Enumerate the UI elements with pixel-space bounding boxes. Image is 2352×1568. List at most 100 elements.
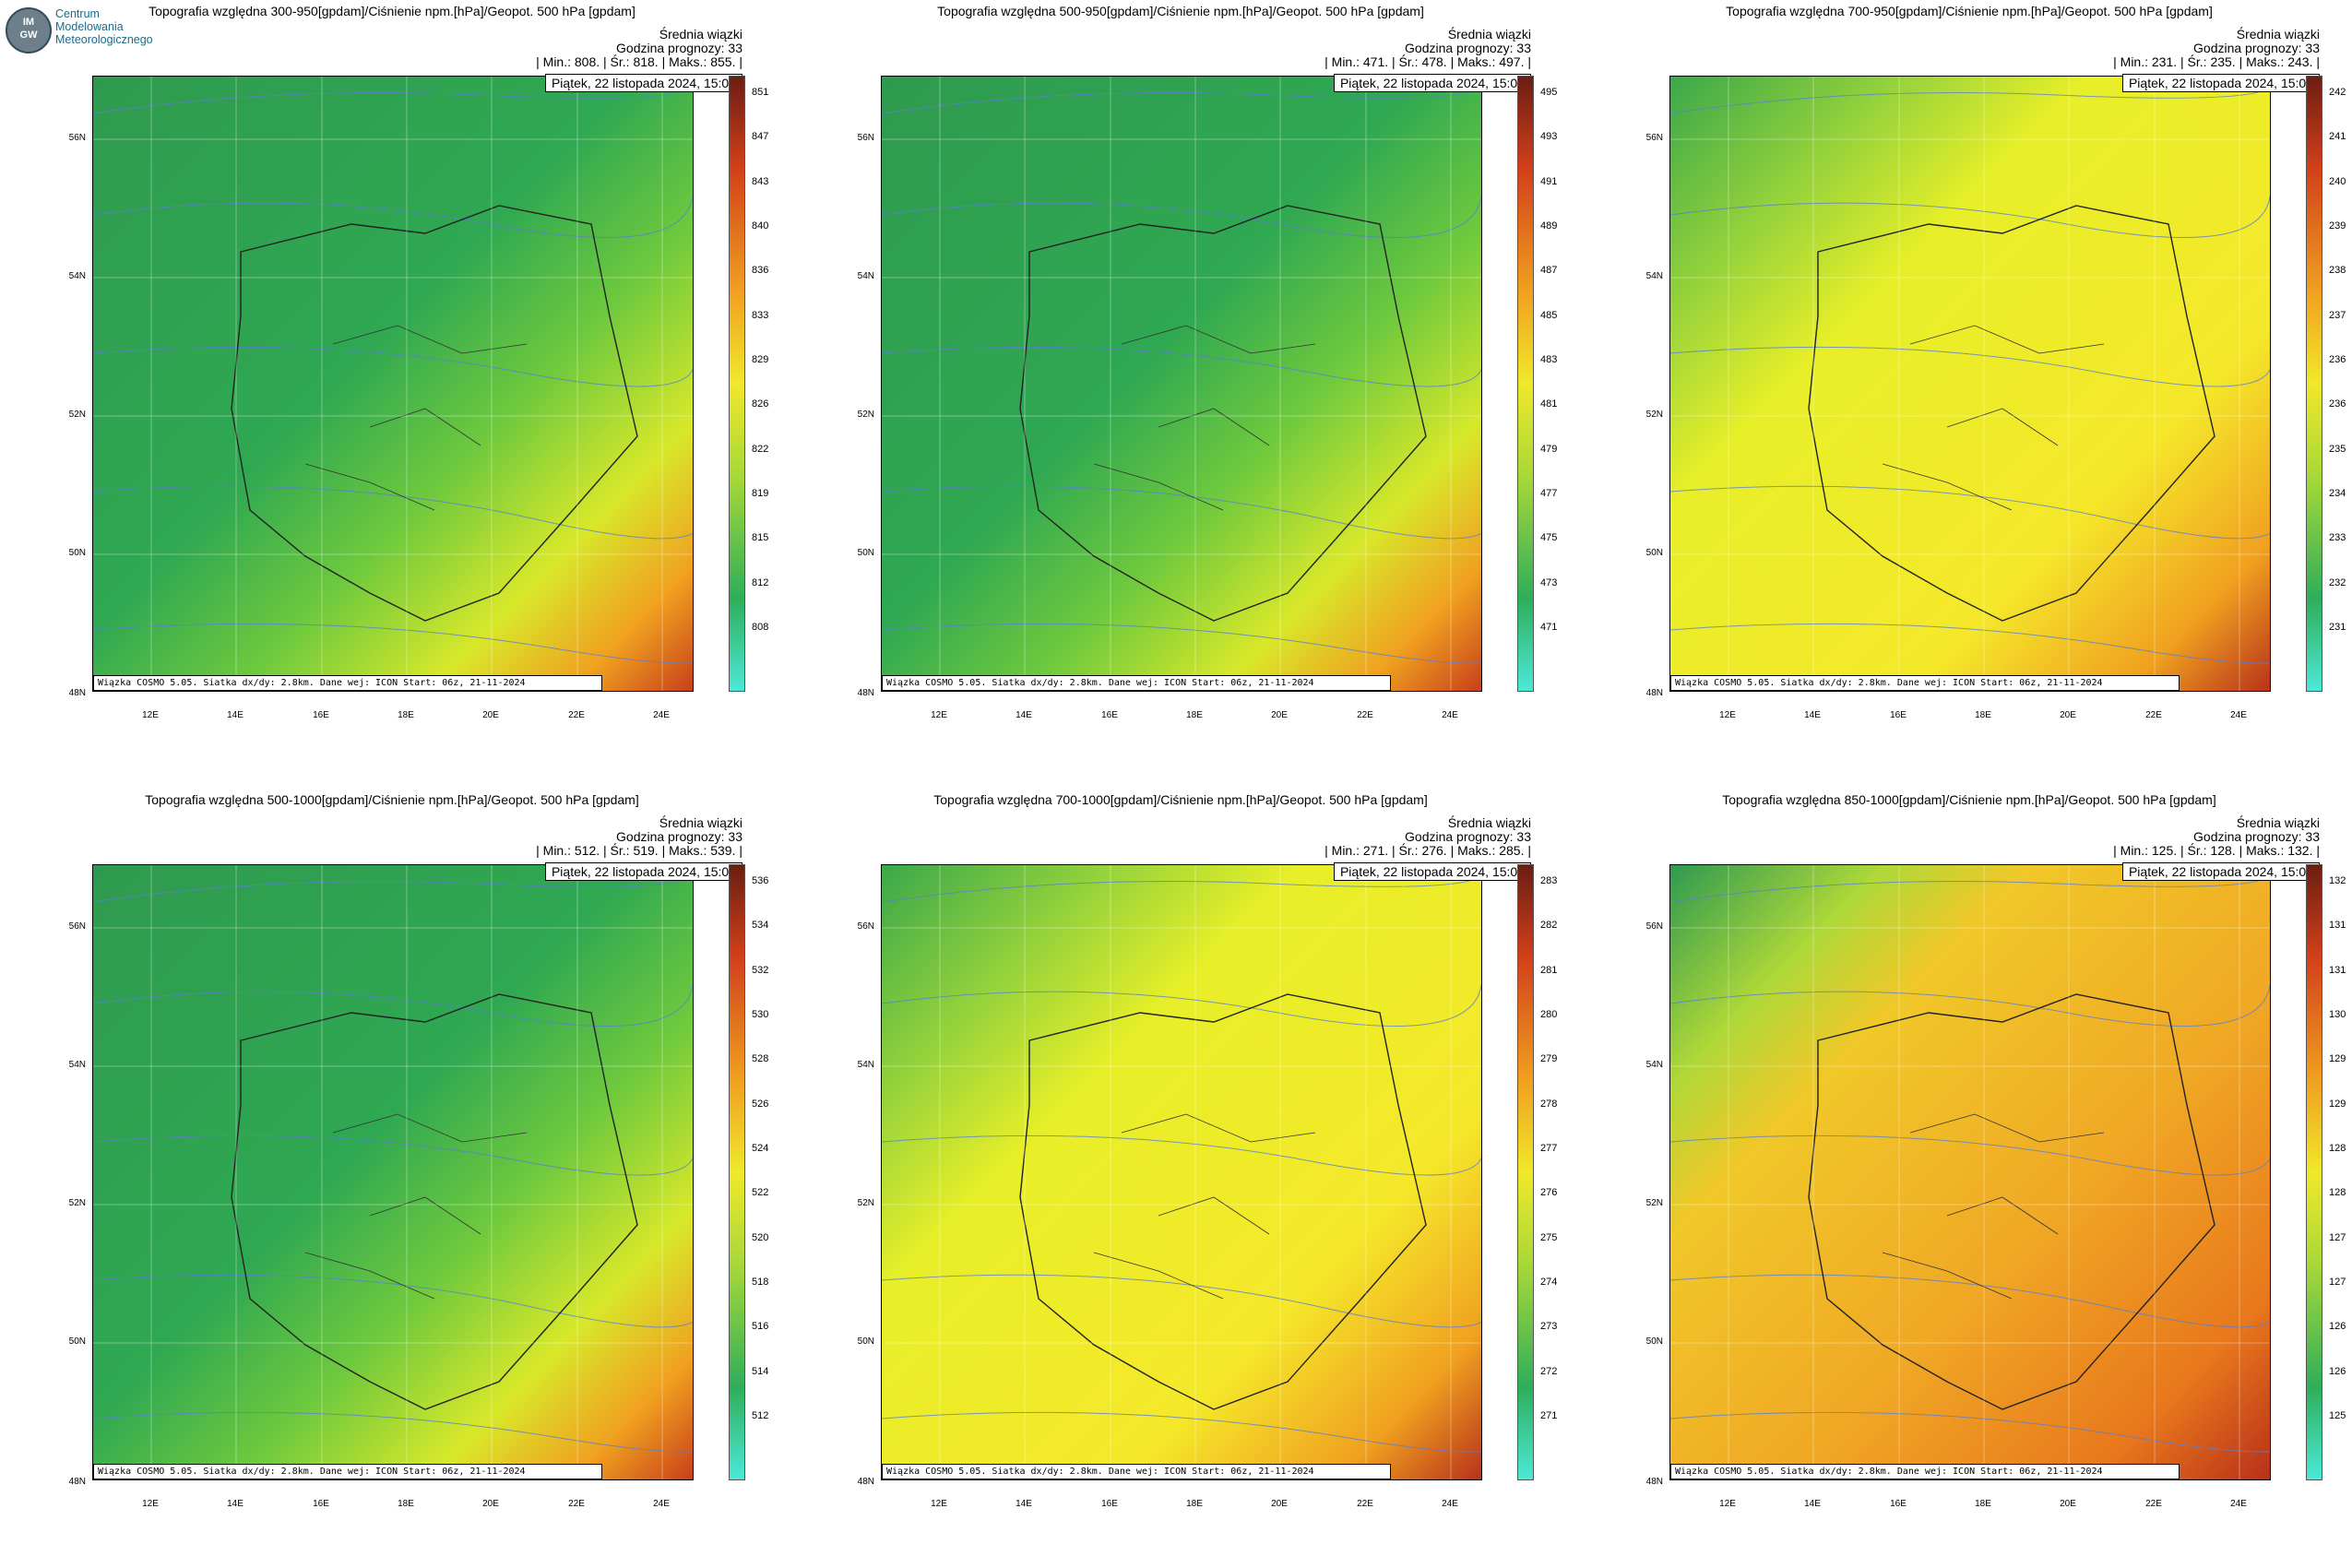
latitude-label: 50N [1645,548,1663,558]
colorbar-label: 833 [752,310,769,321]
poland-border [1808,205,2215,622]
colorbar-label: 518 [752,1277,769,1288]
forecast-date: Piątek, 22 listopada 2024, 15:00 [2121,74,2320,92]
colorbar [2306,76,2322,692]
isobar [882,485,1481,540]
longitude-label: 12E [142,1499,159,1509]
colorbar-label: 522 [752,1187,769,1198]
longitude-label: 14E [1016,1499,1032,1509]
stats-line: | Min.: 471. | Śr.: 478. | Maks.: 497. | [1324,54,1531,69]
latitude-label: 56N [857,921,874,932]
graticule [882,77,1481,691]
longitude-label: 24E [2230,1499,2247,1509]
map-panel-6: Topografia względna 850-1000[gpdam]/Ciśn… [1591,789,2347,1554]
graticule [1670,865,2270,1479]
colorbar-label: 836 [752,265,769,276]
logo-abbr-bottom: GW [19,30,38,41]
isobar [1670,485,2270,540]
colorbar-label: 829 [752,354,769,365]
isobar [882,623,1481,664]
forecast-hour: Godzina prognozy: 33 [1405,41,1531,55]
colorbar-label: 132 [2329,875,2346,886]
map-panel-4: Topografia względna 500-1000[gpdam]/Ciśn… [14,789,770,1554]
colorbar-label: 238 [2329,265,2346,276]
colorbar-gradient [2307,77,2322,691]
isobar [882,1134,1481,1176]
colorbar-label: 477 [1540,488,1558,499]
longitude-label: 16E [1890,710,1907,720]
colorbar-label: 516 [752,1321,769,1332]
model-footer: Wiązka COSMO 5.05. Siatka dx/dy: 2.8km. … [93,1464,602,1479]
isobar [93,346,693,387]
stats-line: | Min.: 231. | Śr.: 235. | Maks.: 243. | [2113,54,2320,69]
colorbar-label: 512 [752,1410,769,1421]
colorbar-label: 279 [1540,1053,1558,1064]
graticule [93,865,693,1479]
colorbar-gradient [1518,865,1533,1479]
map-panel-3: Topografia względna 700-950[gpdam]/Ciśni… [1591,0,2347,766]
longitude-label: 18E [1186,1499,1203,1509]
colorbar-label: 815 [752,532,769,543]
isobar [882,984,1481,1028]
longitude-label: 18E [1975,710,1991,720]
forecast-map [881,864,1482,1480]
color-field [1670,865,2270,1479]
color-field [93,865,693,1479]
longitude-label: 16E [1101,710,1118,720]
longitude-label: 24E [653,1499,670,1509]
isobar [1670,623,2270,664]
latitude-label: 54N [68,1060,86,1070]
forecast-map [1669,76,2271,692]
colorbar [729,864,745,1480]
colorbar-label: 131 [2329,920,2346,931]
colorbar-label: 127 [2329,1277,2346,1288]
colorbar-label: 532 [752,965,769,976]
isobar [882,196,1481,239]
voivodeship-borders [1882,325,2105,511]
longitude-label: 20E [2060,710,2076,720]
map-field [1670,865,2270,1479]
graticule [93,77,693,691]
colorbar-label: 819 [752,488,769,499]
poland-border [1019,993,1427,1410]
isobar [1670,346,2270,387]
colorbar-label: 239 [2329,220,2346,232]
logo-line-1: Centrum [55,7,100,20]
longitude-label: 14E [1804,710,1821,720]
latitude-label: 50N [1645,1336,1663,1347]
map-panel-5: Topografia względna 700-1000[gpdam]/Ciśn… [802,789,1559,1554]
colorbar-label: 491 [1540,176,1558,187]
latitude-label: 50N [857,1336,874,1347]
isobar [93,485,693,540]
colorbar-label: 487 [1540,265,1558,276]
longitude-label: 20E [482,1499,499,1509]
latitude-label: 48N [1645,1477,1663,1487]
isobar [882,1411,1481,1453]
colorbar-label: 483 [1540,354,1558,365]
longitude-label: 16E [313,710,329,720]
stats-line: | Min.: 271. | Śr.: 276. | Maks.: 285. | [1324,843,1531,858]
isobar [93,85,693,114]
latitude-label: 48N [857,688,874,698]
isobar [93,196,693,239]
longitude-label: 14E [1016,710,1032,720]
colorbar-label: 534 [752,920,769,931]
longitude-label: 20E [2060,1499,2076,1509]
colorbar [729,76,745,692]
colorbar-label: 808 [752,622,769,633]
poland-border [1019,205,1427,622]
isobar [93,984,693,1028]
isobar [1670,196,2270,239]
longitude-label: 20E [482,710,499,720]
colorbar-label: 234 [2329,488,2346,499]
isobar [93,623,693,664]
latitude-label: 52N [1645,410,1663,420]
colorbar-label: 473 [1540,577,1558,588]
poland-border [231,205,638,622]
isobar [93,1134,693,1176]
colorbar-label: 514 [752,1366,769,1377]
latitude-label: 52N [1645,1198,1663,1208]
latitude-label: 56N [68,921,86,932]
colorbar-label: 495 [1540,87,1558,98]
colorbar-label: 237 [2329,310,2346,321]
